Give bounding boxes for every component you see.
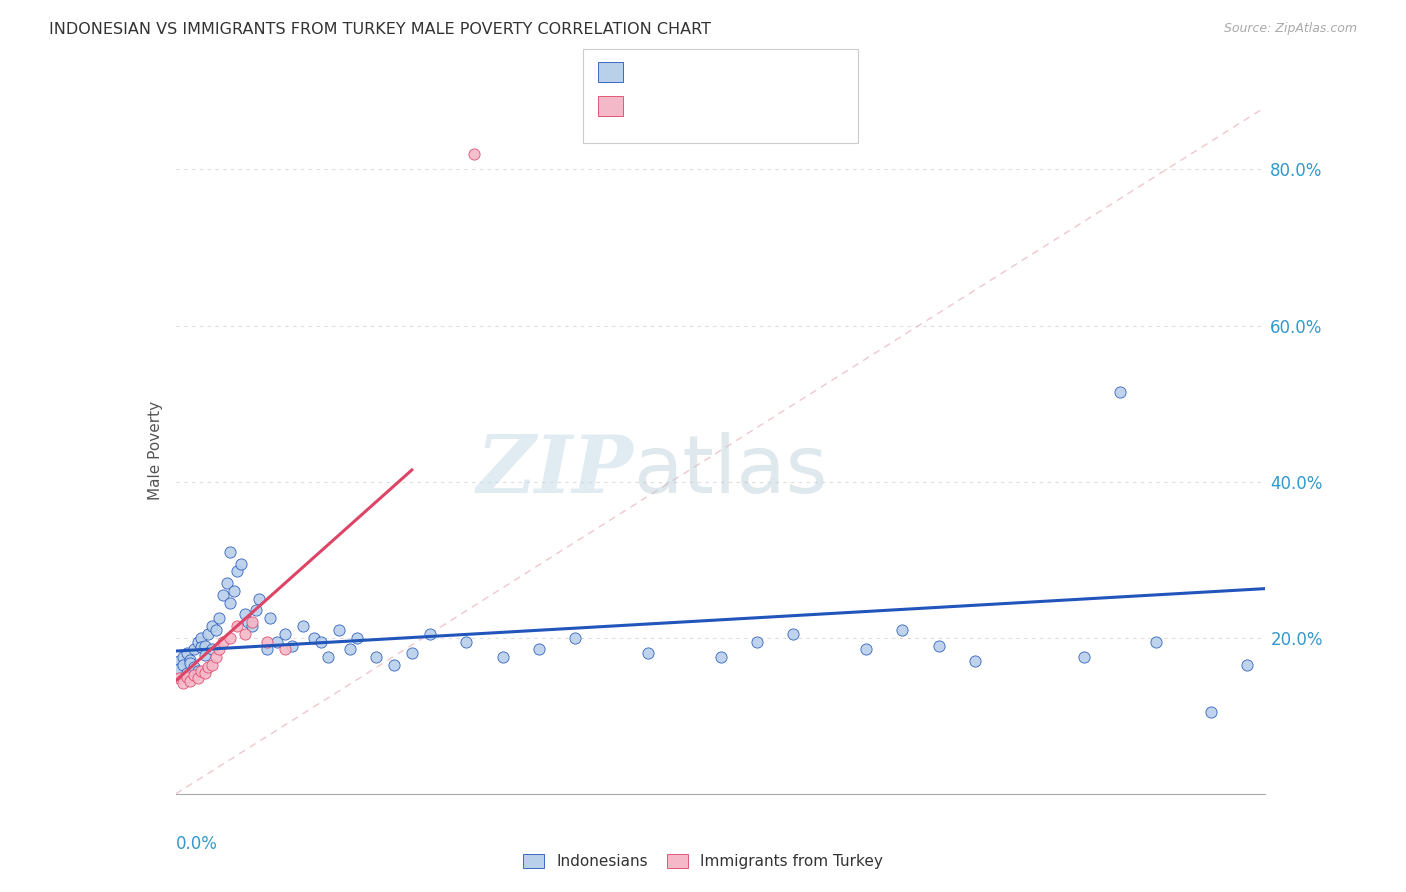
Point (226, 619, 249, 633)
Point (176, 670, 198, 684)
Point (208, 642, 231, 657)
Point (186, 664, 209, 678)
Point (190, 631, 212, 645)
Point (291, 619, 314, 633)
Point (215, 576, 238, 591)
Point (219, 596, 242, 610)
Point (245, 603, 267, 617)
Point (233, 607, 256, 622)
Point (194, 648, 217, 662)
Text: atlas: atlas (633, 432, 828, 510)
Point (233, 627, 256, 641)
Text: 0.0%: 0.0% (176, 835, 218, 853)
Point (309, 634, 332, 648)
Point (231, 557, 253, 571)
Point (564, 631, 586, 645)
Point (1109, 384, 1132, 399)
Point (339, 642, 361, 657)
Point (240, 619, 263, 633)
Point (172, 658, 194, 673)
Point (346, 631, 368, 645)
Point (190, 640, 212, 655)
Point (302, 631, 325, 645)
Point (527, 642, 550, 657)
Point (710, 650, 733, 665)
Point (183, 642, 205, 657)
Point (456, 634, 478, 648)
Point (238, 615, 260, 630)
Text: N = 66: N = 66 (749, 63, 817, 81)
Point (176, 665, 198, 680)
Point (364, 650, 387, 665)
Point (219, 631, 242, 645)
Point (463, 146, 485, 161)
Point (1073, 650, 1095, 665)
Point (328, 623, 350, 637)
Point (492, 650, 515, 665)
Point (1236, 658, 1258, 673)
Point (281, 639, 304, 653)
Point (204, 650, 226, 665)
Y-axis label: Male Poverty: Male Poverty (148, 401, 163, 500)
Text: ZIP: ZIP (477, 433, 633, 510)
Point (176, 646, 198, 660)
Point (186, 671, 209, 685)
Point (1199, 705, 1222, 719)
Point (212, 588, 235, 602)
Point (201, 619, 224, 633)
Point (183, 668, 205, 682)
Point (401, 646, 423, 660)
Point (782, 627, 804, 641)
Text: R = 0.203: R = 0.203 (637, 63, 735, 81)
Point (745, 634, 768, 648)
Point (179, 656, 201, 670)
Point (169, 654, 191, 668)
Point (266, 634, 288, 648)
Text: N = 20: N = 20 (749, 97, 817, 115)
Point (891, 623, 914, 637)
Point (274, 627, 297, 641)
Point (247, 591, 270, 606)
Point (419, 627, 441, 641)
Point (179, 673, 201, 688)
Point (201, 642, 224, 657)
Point (256, 634, 278, 648)
Point (318, 650, 340, 665)
Text: Source: ZipAtlas.com: Source: ZipAtlas.com (1223, 22, 1357, 36)
Point (194, 639, 217, 653)
Point (208, 611, 231, 625)
Text: R = 0.597: R = 0.597 (637, 97, 735, 115)
Point (382, 658, 405, 673)
Point (169, 662, 191, 676)
Point (179, 653, 201, 667)
Point (1146, 634, 1168, 648)
Text: INDONESIAN VS IMMIGRANTS FROM TURKEY MALE POVERTY CORRELATION CHART: INDONESIAN VS IMMIGRANTS FROM TURKEY MAL… (49, 22, 711, 37)
Point (219, 545, 242, 559)
Point (190, 664, 212, 678)
Point (240, 615, 263, 630)
Point (201, 658, 224, 673)
Point (183, 660, 205, 674)
Point (222, 583, 245, 598)
Point (212, 634, 235, 648)
Point (186, 634, 209, 648)
Point (197, 660, 219, 674)
Point (172, 676, 194, 690)
Legend: Indonesians, Immigrants from Turkey: Indonesians, Immigrants from Turkey (517, 847, 889, 875)
Point (274, 642, 297, 657)
Point (256, 642, 278, 657)
Point (197, 627, 219, 641)
Point (194, 665, 217, 680)
Point (855, 642, 877, 657)
Point (928, 639, 950, 653)
Point (226, 565, 249, 579)
Point (637, 646, 659, 660)
Point (204, 623, 226, 637)
Point (259, 611, 281, 625)
Point (963, 654, 986, 668)
Point (169, 671, 191, 685)
Point (172, 650, 194, 665)
